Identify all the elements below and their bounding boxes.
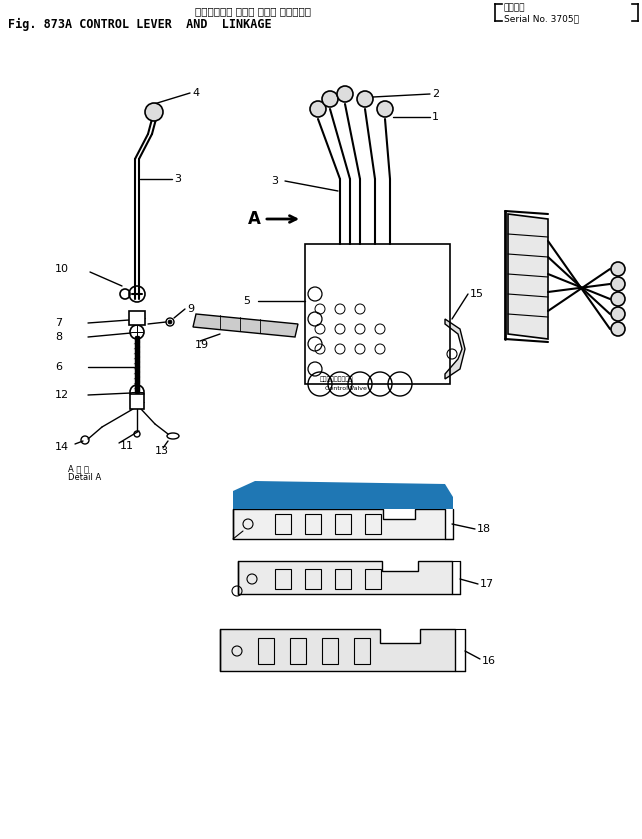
Text: 15: 15	[470, 289, 484, 299]
Text: 適用号機: 適用号機	[504, 3, 526, 13]
Polygon shape	[233, 509, 445, 539]
Circle shape	[611, 262, 625, 276]
Polygon shape	[445, 319, 465, 379]
Bar	[275, 514, 291, 534]
Polygon shape	[193, 314, 298, 337]
Circle shape	[357, 91, 373, 107]
Text: 18: 18	[477, 524, 491, 534]
Bar	[305, 514, 321, 534]
Circle shape	[611, 277, 625, 291]
Text: 9: 9	[187, 304, 194, 314]
Text: 19: 19	[195, 340, 209, 350]
Text: 3: 3	[174, 174, 181, 184]
Bar	[130, 394, 144, 409]
Text: Serial No. 3705～: Serial No. 3705～	[504, 14, 579, 23]
Text: Detail A: Detail A	[68, 473, 101, 482]
Bar	[335, 514, 351, 534]
Text: 4: 4	[192, 88, 199, 98]
Circle shape	[611, 292, 625, 306]
Text: 11: 11	[120, 441, 134, 451]
Circle shape	[611, 322, 625, 336]
Bar	[275, 569, 291, 589]
Bar	[305, 569, 321, 589]
Circle shape	[310, 101, 326, 117]
Text: 17: 17	[480, 579, 494, 589]
Text: 6: 6	[55, 362, 62, 372]
Text: Fig. 873A CONTROL LEVER  AND  LINKAGE: Fig. 873A CONTROL LEVER AND LINKAGE	[8, 18, 272, 30]
Circle shape	[377, 101, 393, 117]
Bar	[354, 638, 370, 664]
Bar	[129, 311, 145, 325]
Text: コントロール レバー および リンケージ: コントロール レバー および リンケージ	[195, 6, 311, 16]
Circle shape	[322, 91, 338, 107]
Bar	[305, 244, 450, 384]
Text: 14: 14	[55, 442, 69, 452]
Circle shape	[337, 86, 353, 102]
Circle shape	[145, 103, 163, 121]
Text: 5: 5	[243, 296, 250, 306]
Text: Control Valve: Control Valve	[325, 387, 367, 392]
Text: 1: 1	[432, 112, 439, 122]
Text: 8: 8	[55, 332, 62, 342]
Text: コントロールバルブ: コントロールバルブ	[320, 376, 354, 382]
Circle shape	[611, 307, 625, 321]
Polygon shape	[238, 561, 452, 594]
Bar	[365, 569, 381, 589]
Bar	[365, 514, 381, 534]
Bar	[290, 638, 306, 664]
Polygon shape	[233, 481, 453, 509]
Text: 2: 2	[432, 89, 439, 99]
Text: 13: 13	[155, 446, 169, 456]
Polygon shape	[508, 214, 548, 339]
Text: 12: 12	[55, 390, 69, 400]
Bar	[258, 638, 274, 664]
Text: 7: 7	[55, 318, 62, 328]
Text: 16: 16	[482, 656, 496, 666]
Bar	[335, 569, 351, 589]
Polygon shape	[220, 629, 455, 671]
Text: 3: 3	[271, 176, 278, 186]
Text: A 詳 細: A 詳 細	[68, 465, 89, 473]
Bar	[322, 638, 338, 664]
Text: A: A	[248, 210, 261, 228]
Text: 10: 10	[55, 264, 69, 274]
Circle shape	[168, 320, 172, 324]
